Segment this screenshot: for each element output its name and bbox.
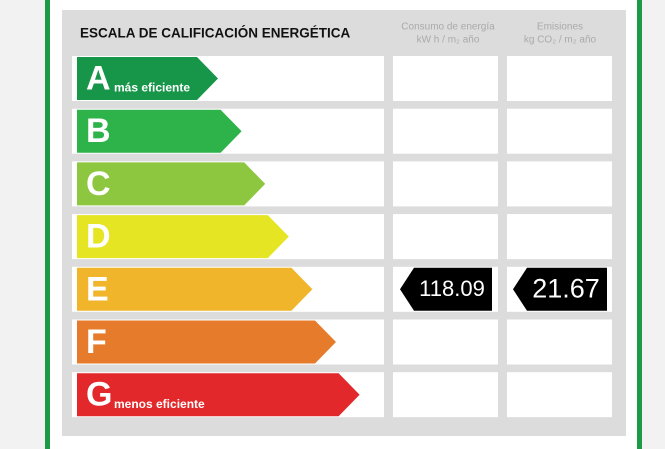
class-letter: G — [86, 376, 112, 414]
value-box — [393, 161, 498, 207]
class-arrow — [77, 57, 218, 100]
class-arrow — [77, 109, 242, 153]
class-arrow — [77, 373, 360, 417]
column-header: Emisiones — [537, 22, 583, 33]
class-letter: A — [86, 59, 111, 97]
value-box — [507, 319, 612, 365]
column-unit: kg CO₂ / m₂ año — [524, 35, 597, 46]
value-box — [507, 214, 612, 260]
class-arrow — [77, 162, 266, 206]
class-letter: E — [86, 270, 109, 308]
class-arrow — [77, 215, 289, 259]
class-letter: C — [86, 165, 111, 203]
rating-value: 21.67 — [532, 273, 600, 303]
value-box — [507, 56, 612, 101]
class-note: más eficiente — [114, 81, 190, 95]
value-box — [507, 161, 612, 207]
value-box — [393, 372, 498, 418]
value-box — [507, 108, 612, 154]
class-arrow — [77, 267, 313, 311]
value-box — [393, 319, 498, 365]
border-left — [45, 0, 50, 449]
class-letter: D — [86, 218, 111, 256]
class-letter: F — [86, 323, 107, 361]
title: ESCALA DE CALIFICACIÓN ENERGÉTICA — [80, 26, 351, 41]
class-letter: B — [86, 112, 111, 150]
value-box — [393, 214, 498, 260]
column-unit: kW h / m₂ año — [417, 35, 480, 46]
class-note: menos eficiente — [114, 397, 205, 411]
value-box — [393, 56, 498, 101]
rating-indicator — [400, 267, 492, 311]
value-box — [507, 372, 612, 418]
value-box — [393, 108, 498, 154]
rating-indicator — [513, 267, 607, 311]
class-arrow — [77, 320, 336, 364]
rating-value: 118.09 — [419, 276, 485, 301]
column-header: Consumo de energía — [401, 22, 495, 33]
border-right — [637, 0, 642, 449]
